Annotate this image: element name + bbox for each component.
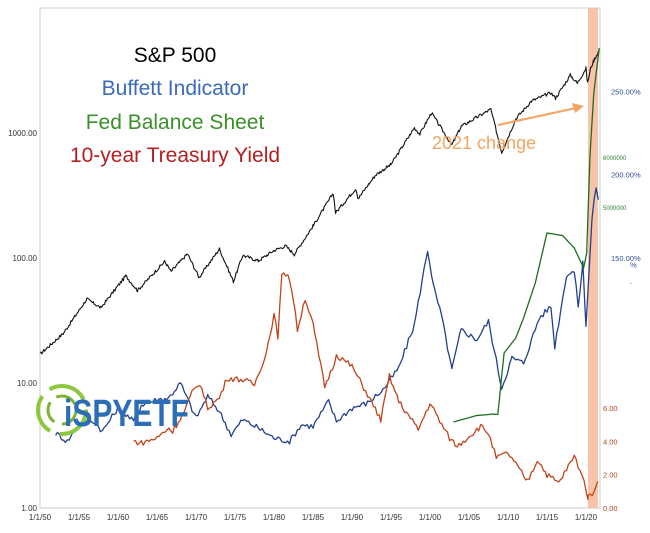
yield-tick-label: 2.00: [603, 471, 618, 480]
x-tick-label: 1/1/65: [146, 513, 169, 522]
x-tick-label: 1/1/15: [536, 513, 559, 522]
buffett-tick-label: 200.00%: [611, 171, 641, 180]
chart-legend: S&P 500 Buffett Indicator Fed Balance Sh…: [70, 44, 280, 167]
left-tick-label: 1.00: [21, 504, 37, 513]
yield-tick-label: 0.00: [603, 504, 618, 513]
fed-tick-label: 6000000: [603, 156, 627, 162]
fed-tick-label: 5000000: [603, 206, 627, 212]
plot-frame: [39, 7, 601, 509]
x-tick-label: 1/1/00: [419, 513, 442, 522]
annotation-2021-change: 2021 change: [432, 133, 536, 153]
series-line-10-year-treasury-yield: [133, 272, 599, 501]
yield-tick-label: 6.00: [603, 404, 618, 413]
annotation-arrow: [497, 103, 584, 126]
ispyetf-logo: iSPYETF: [36, 384, 189, 436]
yield-tick-label: 4.00: [603, 437, 618, 446]
legend-yield: 10-year Treasury Yield: [70, 144, 280, 167]
x-tick-label: 1/1/10: [497, 513, 520, 522]
x-tick-label: 1/1/05: [458, 513, 481, 522]
left-tick-label: 10.00: [17, 379, 38, 388]
x-tick-label: 1/1/60: [107, 513, 130, 522]
logo-target-icon: [36, 384, 88, 436]
legend-sp500: S&P 500: [134, 44, 217, 67]
buffett-tick-label: 250.00%: [611, 87, 641, 96]
buffett-unit-label: %: [630, 261, 637, 270]
legend-fed: Fed Balance Sheet: [86, 111, 265, 134]
series-layer: [39, 47, 600, 501]
left-axis-ticks: 1.00 10.00 100.00 1000.00: [8, 129, 37, 513]
legend-buffett: Buffett Indicator: [102, 77, 249, 100]
series-line-s-p-500: [39, 49, 600, 355]
x-tick-label: 1/1/80: [263, 513, 286, 522]
fed-unit-label: -: [630, 281, 632, 287]
left-tick-label: 100.00: [13, 254, 38, 263]
highlight-2021-band: [588, 8, 598, 508]
x-tick-label: 1/1/85: [302, 513, 325, 522]
x-axis-ticks: 1/1/50 1/1/55 1/1/60 1/1/65 1/1/70 1/1/75 1/1/…: [29, 513, 598, 522]
buffett-tick-label: 150.00%: [611, 254, 641, 263]
x-tick-label: 1/1/50: [29, 513, 52, 522]
series-line-fed-balance-sheet: [453, 47, 600, 423]
x-tick-label: 1/1/20: [575, 513, 598, 522]
x-tick-label: 1/1/70: [185, 513, 208, 522]
x-tick-label: 1/1/90: [341, 513, 364, 522]
x-tick-label: 1/1/55: [68, 513, 91, 522]
left-tick-label: 1000.00: [8, 129, 37, 138]
right-axis-ticks: 150.00% 200.00% 250.00%% 5000000 6000000 - 0.0…: [603, 87, 641, 513]
x-tick-label: 1/1/75: [224, 513, 247, 522]
x-tick-label: 1/1/95: [380, 513, 403, 522]
logo-wordmark: iSPYETF: [64, 393, 189, 435]
series-line-buffett-indicator: [55, 187, 600, 445]
